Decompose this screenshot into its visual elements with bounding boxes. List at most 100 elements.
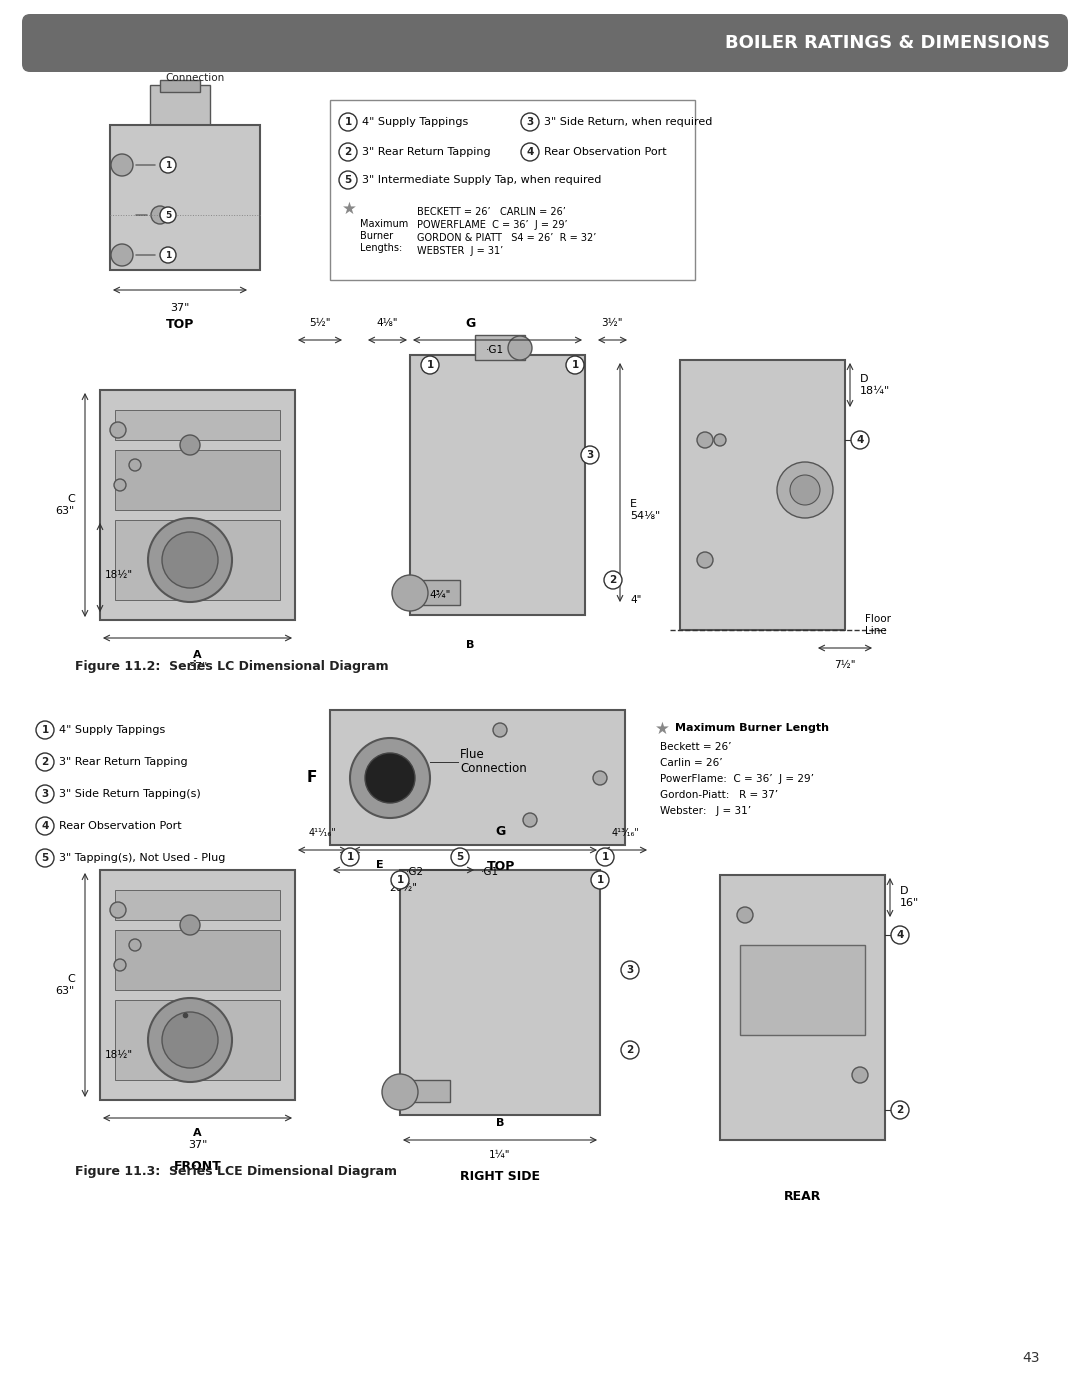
Text: BECKETT = 26’   CARLIN = 26’: BECKETT = 26’ CARLIN = 26’ [417, 207, 566, 217]
Text: G: G [464, 317, 475, 330]
Circle shape [451, 848, 469, 866]
Circle shape [851, 432, 869, 448]
Bar [114, 409, 280, 440]
Circle shape [521, 113, 539, 131]
Bar [720, 875, 885, 1140]
Text: ★: ★ [654, 719, 670, 738]
Text: Carlin = 26’: Carlin = 26’ [660, 759, 723, 768]
Circle shape [596, 848, 615, 866]
Text: 4: 4 [856, 434, 864, 446]
Circle shape [36, 817, 54, 835]
Text: 1: 1 [571, 360, 579, 370]
Text: 3" Rear Return Tapping: 3" Rear Return Tapping [59, 757, 188, 767]
Text: G: G [495, 826, 505, 838]
Text: ·F: ·F [798, 483, 812, 496]
Text: Maximum: Maximum [360, 219, 408, 229]
Text: A: A [193, 650, 202, 659]
Text: 4: 4 [526, 147, 534, 156]
Text: Webster:   J = 31’: Webster: J = 31’ [660, 806, 751, 816]
Text: 3" Rear Return Tapping: 3" Rear Return Tapping [362, 147, 490, 156]
Text: Maximum Burner Length: Maximum Burner Length [675, 724, 829, 733]
Text: 4¹³⁄₁₆": 4¹³⁄₁₆" [611, 828, 639, 838]
Text: F: F [307, 771, 318, 785]
Circle shape [110, 422, 126, 439]
Circle shape [129, 460, 141, 471]
Text: 1: 1 [165, 161, 171, 169]
Text: 4¾": 4¾" [430, 590, 450, 599]
Circle shape [162, 1011, 218, 1067]
Text: 2: 2 [626, 1045, 634, 1055]
FancyBboxPatch shape [22, 14, 1068, 73]
Circle shape [350, 738, 430, 819]
Bar [160, 80, 200, 92]
Circle shape [737, 907, 753, 923]
Circle shape [492, 724, 507, 738]
Text: 1: 1 [347, 852, 353, 862]
Text: 2: 2 [345, 147, 352, 156]
Circle shape [114, 479, 126, 490]
Circle shape [180, 915, 200, 935]
Circle shape [160, 207, 176, 224]
Text: 1: 1 [41, 725, 49, 735]
Circle shape [110, 902, 126, 918]
Circle shape [111, 154, 133, 176]
Circle shape [777, 462, 833, 518]
Text: D
18¼": D 18¼" [860, 374, 890, 395]
Bar [400, 870, 600, 1115]
Text: 3½": 3½" [602, 319, 623, 328]
Text: Burner: Burner [360, 231, 393, 242]
Text: 20½": 20½" [389, 883, 417, 893]
Text: C
63": C 63" [56, 974, 75, 996]
Text: C
63": C 63" [56, 495, 75, 515]
Circle shape [591, 870, 609, 888]
Text: Figure 11.3:  Series LCE Dimensional Diagram: Figure 11.3: Series LCE Dimensional Diag… [75, 1165, 397, 1178]
Circle shape [129, 939, 141, 951]
Text: 37": 37" [188, 1140, 207, 1150]
Text: 4: 4 [41, 821, 49, 831]
Bar [114, 890, 280, 921]
Text: 7½": 7½" [834, 659, 855, 671]
Circle shape [160, 156, 176, 173]
Text: E: E [376, 861, 383, 870]
Text: 3: 3 [41, 789, 49, 799]
Bar [475, 335, 525, 360]
Text: Connection: Connection [165, 73, 225, 82]
Text: 3: 3 [626, 965, 634, 975]
Circle shape [891, 1101, 909, 1119]
Circle shape [339, 170, 357, 189]
Text: POWERFLAME  C = 36’  J = 29’: POWERFLAME C = 36’ J = 29’ [417, 219, 568, 231]
Text: Rear Observation Port: Rear Observation Port [544, 147, 666, 156]
Text: 4": 4" [630, 595, 642, 605]
Text: TOP: TOP [166, 319, 194, 331]
Text: 1: 1 [345, 117, 352, 127]
Text: 4¹¹⁄₁₆": 4¹¹⁄₁₆" [308, 828, 336, 838]
Circle shape [508, 337, 532, 360]
Circle shape [36, 721, 54, 739]
Circle shape [148, 997, 232, 1083]
Bar [410, 355, 585, 615]
Text: 4⅛": 4⅛" [376, 319, 397, 328]
Circle shape [697, 552, 713, 569]
Circle shape [593, 771, 607, 785]
Circle shape [148, 518, 232, 602]
Circle shape [341, 848, 359, 866]
Circle shape [36, 753, 54, 771]
Text: FRONT: FRONT [174, 1160, 221, 1173]
Circle shape [604, 571, 622, 590]
Text: 5½": 5½" [309, 319, 330, 328]
Bar [100, 870, 295, 1099]
Text: Figure 11.2:  Series LC Dimensional Diagram: Figure 11.2: Series LC Dimensional Diagr… [75, 659, 389, 673]
Circle shape [852, 1067, 868, 1083]
Text: PowerFlame:  C = 36’  J = 29’: PowerFlame: C = 36’ J = 29’ [660, 774, 814, 784]
Text: 3: 3 [586, 450, 594, 460]
Circle shape [36, 849, 54, 868]
Text: 2: 2 [41, 757, 49, 767]
Circle shape [521, 142, 539, 161]
Text: 1: 1 [427, 360, 434, 370]
Text: 4: 4 [896, 930, 904, 940]
Text: 3" Intermediate Supply Tap, when required: 3" Intermediate Supply Tap, when require… [362, 175, 602, 184]
Text: TOP: TOP [487, 861, 515, 873]
Circle shape [391, 870, 409, 888]
Text: 1: 1 [596, 875, 604, 886]
Text: 4" Supply Tappings: 4" Supply Tappings [362, 117, 469, 127]
